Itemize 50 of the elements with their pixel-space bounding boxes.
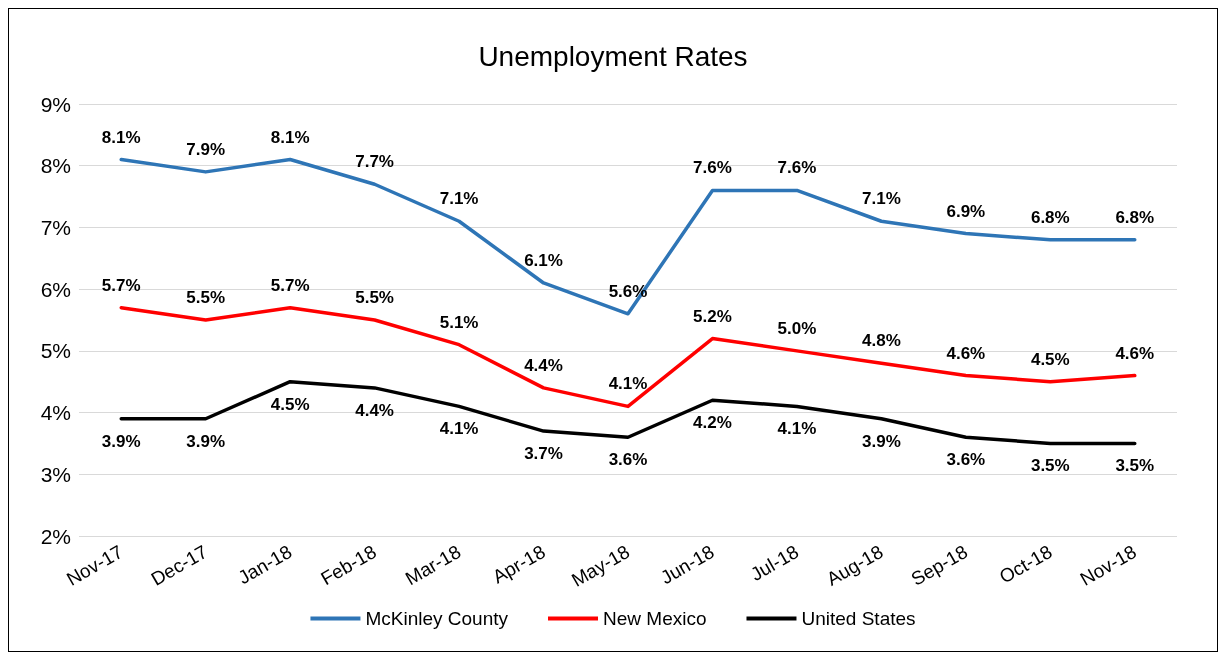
- data-label: 3.6%: [608, 450, 648, 470]
- y-tick-label: 3%: [40, 462, 71, 486]
- data-label: 4.8%: [862, 331, 901, 351]
- data-label: 7.1%: [439, 189, 479, 209]
- data-label: 6.9%: [946, 201, 986, 221]
- data-label: 6.8%: [1030, 207, 1070, 227]
- chart-title: Unemployment Rates: [478, 40, 748, 72]
- data-label: 4.1%: [439, 419, 479, 439]
- data-label: 3.7%: [524, 444, 563, 464]
- data-label: 5.7%: [270, 275, 310, 295]
- data-label: 6.8%: [1115, 207, 1155, 227]
- data-label: 3.6%: [946, 450, 986, 470]
- data-label: 4.5%: [1030, 349, 1070, 369]
- legend-label: McKinley County: [365, 608, 509, 629]
- y-tick-label: 5%: [40, 339, 71, 363]
- y-tick-label: 8%: [40, 154, 71, 178]
- data-label: 4.6%: [1115, 343, 1155, 363]
- data-label: 8.1%: [101, 127, 141, 147]
- data-label: 7.6%: [777, 158, 817, 178]
- data-label: 3.5%: [1115, 456, 1155, 476]
- y-tick-label: 6%: [40, 277, 71, 301]
- data-label: 3.9%: [186, 431, 226, 451]
- data-label: 3.5%: [1030, 456, 1070, 476]
- data-label: 7.9%: [186, 139, 226, 159]
- data-label: 3.9%: [862, 431, 901, 451]
- data-label: 4.2%: [693, 413, 732, 433]
- data-label: 4.6%: [946, 343, 986, 363]
- data-label: 4.5%: [270, 394, 310, 414]
- data-label: 3.9%: [101, 431, 141, 451]
- y-tick-label: 4%: [40, 401, 71, 425]
- data-label: 7.1%: [862, 189, 901, 209]
- y-tick-label: 2%: [40, 524, 71, 548]
- data-label: 5.5%: [186, 288, 226, 307]
- data-label: 5.5%: [355, 288, 394, 307]
- data-label: 4.1%: [608, 374, 648, 394]
- data-label: 5.2%: [693, 306, 732, 326]
- legend-label: United States: [801, 608, 916, 629]
- data-label: 5.0%: [777, 318, 817, 338]
- data-label: 4.4%: [355, 400, 394, 420]
- data-label: 4.1%: [777, 419, 817, 439]
- y-tick-label: 7%: [40, 215, 71, 239]
- data-label: 5.7%: [101, 275, 141, 295]
- data-label: 7.7%: [355, 152, 394, 172]
- data-label: 5.1%: [439, 312, 479, 332]
- data-label: 6.1%: [524, 250, 563, 270]
- data-label: 7.6%: [693, 158, 732, 178]
- y-tick-label: 9%: [40, 92, 71, 116]
- legend-label: New Mexico: [603, 608, 707, 629]
- data-label: 8.1%: [270, 127, 310, 147]
- data-label: 4.4%: [524, 355, 563, 375]
